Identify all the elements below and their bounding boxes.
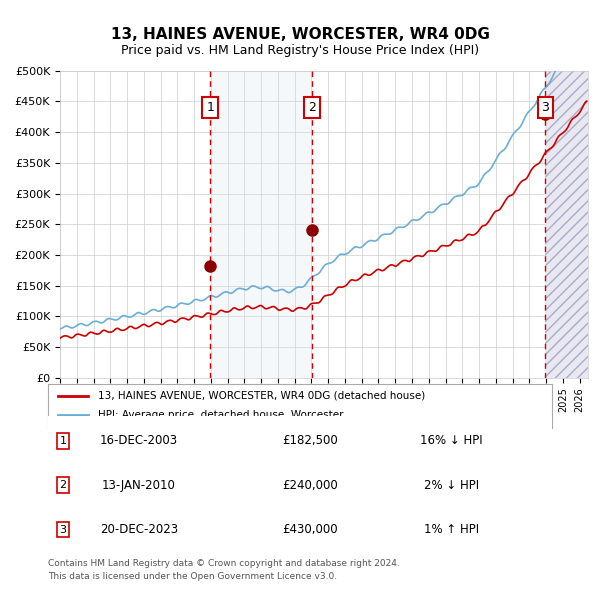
Text: 16% ↓ HPI: 16% ↓ HPI [420, 434, 482, 447]
Text: 13, HAINES AVENUE, WORCESTER, WR4 0DG: 13, HAINES AVENUE, WORCESTER, WR4 0DG [110, 27, 490, 41]
Text: 20-DEC-2023: 20-DEC-2023 [100, 523, 178, 536]
Bar [210, 71, 312, 378]
Bar [545, 71, 588, 378]
Text: £240,000: £240,000 [282, 478, 338, 492]
Text: This data is licensed under the Open Government Licence v3.0.: This data is licensed under the Open Gov… [48, 572, 337, 581]
Text: £430,000: £430,000 [282, 523, 338, 536]
Text: 1: 1 [206, 101, 214, 114]
Text: 2% ↓ HPI: 2% ↓ HPI [424, 478, 479, 492]
Text: 2: 2 [308, 101, 316, 114]
Text: Contains HM Land Registry data © Crown copyright and database right 2024.: Contains HM Land Registry data © Crown c… [48, 559, 400, 568]
Text: HPI: Average price, detached house, Worcester: HPI: Average price, detached house, Worc… [98, 411, 344, 420]
Bar [545, 71, 588, 378]
Text: 16-DEC-2003: 16-DEC-2003 [100, 434, 178, 447]
Text: 13-JAN-2010: 13-JAN-2010 [102, 478, 176, 492]
Text: 2: 2 [59, 480, 67, 490]
Text: 3: 3 [59, 525, 67, 535]
Text: 1: 1 [59, 436, 67, 446]
Text: 13, HAINES AVENUE, WORCESTER, WR4 0DG (detached house): 13, HAINES AVENUE, WORCESTER, WR4 0DG (d… [98, 391, 425, 401]
Text: 3: 3 [541, 101, 550, 114]
Bar [545, 71, 588, 378]
Text: 1% ↑ HPI: 1% ↑ HPI [424, 523, 479, 536]
Text: £182,500: £182,500 [282, 434, 338, 447]
Text: Price paid vs. HM Land Registry's House Price Index (HPI): Price paid vs. HM Land Registry's House … [121, 44, 479, 57]
